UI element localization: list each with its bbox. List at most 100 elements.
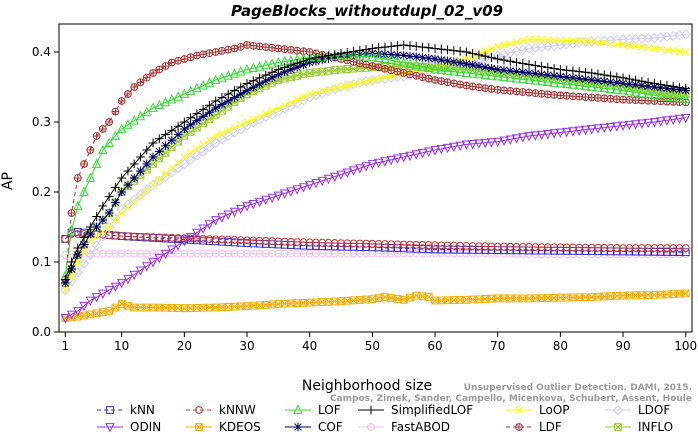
data-point bbox=[236, 89, 246, 99]
data-point bbox=[167, 233, 176, 242]
data-point bbox=[368, 295, 377, 303]
data-point bbox=[99, 227, 107, 236]
data-point bbox=[142, 73, 151, 82]
data-point bbox=[393, 249, 402, 258]
data-point bbox=[449, 249, 458, 258]
data-point bbox=[643, 88, 653, 99]
data-point bbox=[437, 245, 446, 254]
data-point bbox=[274, 240, 283, 249]
data-point bbox=[411, 52, 421, 62]
y-tick-label: 0.3 bbox=[32, 115, 51, 129]
data-point bbox=[475, 242, 483, 251]
data-point bbox=[581, 67, 590, 77]
data-point bbox=[656, 80, 666, 89]
data-point bbox=[343, 81, 352, 90]
data-point bbox=[85, 229, 95, 239]
data-point bbox=[286, 73, 295, 82]
data-point bbox=[393, 41, 402, 51]
data-point bbox=[500, 242, 508, 251]
data-point bbox=[105, 249, 114, 258]
data-point bbox=[493, 54, 503, 64]
data-point bbox=[154, 175, 165, 186]
data-point bbox=[129, 270, 139, 281]
data-point bbox=[117, 187, 127, 197]
data-point bbox=[569, 247, 577, 255]
data-point bbox=[437, 241, 446, 250]
data-point bbox=[218, 129, 226, 137]
data-point bbox=[417, 61, 428, 71]
watermark-line-2: Campos, Zimek, Sander, Campello, Micenko… bbox=[330, 394, 692, 404]
legend-label: KDEOS bbox=[219, 420, 261, 434]
data-point bbox=[392, 55, 403, 66]
data-point bbox=[517, 44, 528, 56]
legend-swatch-marker bbox=[293, 422, 303, 432]
data-point bbox=[500, 86, 508, 95]
data-point bbox=[98, 308, 107, 317]
data-point bbox=[192, 82, 202, 93]
data-point bbox=[122, 199, 134, 210]
data-point bbox=[223, 96, 233, 106]
data-point bbox=[525, 88, 533, 97]
data-point bbox=[562, 243, 571, 252]
data-point bbox=[318, 242, 327, 251]
data-point bbox=[349, 239, 358, 248]
data-point bbox=[599, 70, 609, 80]
data-point bbox=[154, 253, 164, 264]
data-point bbox=[142, 249, 151, 258]
data-point bbox=[462, 245, 471, 254]
data-point bbox=[167, 143, 176, 152]
data-point bbox=[174, 56, 182, 65]
data-point bbox=[179, 124, 189, 134]
data-point bbox=[449, 142, 459, 153]
data-point bbox=[681, 48, 690, 56]
data-point bbox=[486, 138, 497, 148]
data-point bbox=[242, 86, 252, 95]
data-point bbox=[481, 47, 489, 56]
data-point bbox=[192, 249, 201, 258]
data-point bbox=[637, 87, 647, 98]
data-point bbox=[61, 235, 70, 243]
data-point bbox=[123, 166, 133, 176]
data-point bbox=[487, 242, 496, 251]
data-point bbox=[644, 244, 653, 252]
data-point bbox=[455, 66, 465, 77]
data-point bbox=[223, 89, 233, 99]
data-point bbox=[236, 249, 245, 258]
data-point bbox=[663, 46, 671, 54]
data-point bbox=[619, 41, 627, 49]
data-point bbox=[186, 149, 195, 157]
data-point bbox=[124, 203, 132, 212]
legend-item-inflo: INFLO bbox=[605, 420, 673, 434]
data-point bbox=[543, 130, 553, 140]
data-point bbox=[405, 41, 415, 51]
data-point bbox=[242, 202, 252, 212]
data-point bbox=[574, 67, 584, 76]
data-point bbox=[261, 70, 271, 80]
data-point bbox=[662, 81, 672, 90]
data-point bbox=[198, 224, 208, 234]
data-point bbox=[387, 244, 396, 252]
data-point bbox=[406, 70, 414, 79]
data-point bbox=[280, 249, 289, 258]
data-point bbox=[519, 37, 527, 45]
data-point bbox=[663, 244, 671, 252]
data-point bbox=[449, 245, 458, 254]
data-point bbox=[662, 91, 672, 101]
data-point bbox=[248, 82, 258, 92]
data-point bbox=[60, 275, 70, 284]
data-point bbox=[312, 88, 320, 97]
legend-label: ODIN bbox=[130, 420, 161, 434]
legend-swatch-marker bbox=[612, 404, 624, 416]
data-point bbox=[406, 240, 414, 249]
plot-frame bbox=[58, 23, 693, 333]
data-point bbox=[505, 135, 515, 145]
data-point bbox=[155, 175, 164, 184]
data-point bbox=[468, 82, 477, 91]
data-point bbox=[174, 234, 182, 242]
data-point bbox=[116, 279, 127, 289]
data-point bbox=[587, 68, 597, 78]
data-point bbox=[318, 87, 326, 95]
data-point bbox=[599, 123, 609, 134]
data-point bbox=[337, 239, 345, 248]
